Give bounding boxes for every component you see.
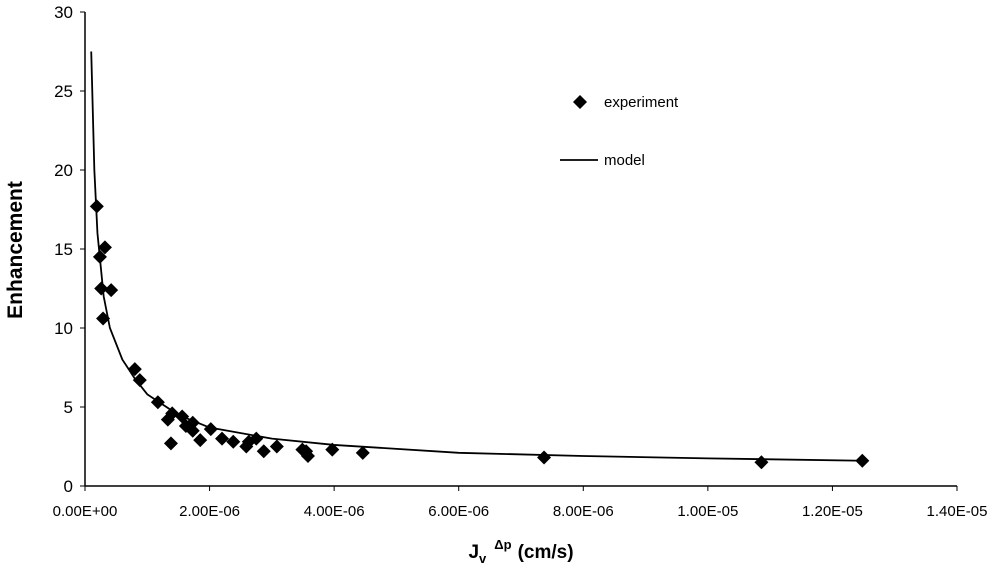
x-label-sup: Δp: [494, 537, 511, 552]
data-point: [203, 422, 218, 437]
x-tick-label: 1.00E-05: [677, 503, 738, 520]
x-label-unit: (cm/s): [518, 542, 574, 563]
data-point: [754, 455, 769, 470]
data-point: [97, 240, 112, 255]
data-point: [300, 448, 315, 463]
x-tick-label: 2.00E-06: [179, 503, 240, 520]
y-tick-label: 5: [64, 398, 73, 417]
x-tick-label: 6.00E-06: [428, 503, 489, 520]
data-point: [104, 283, 119, 298]
data-point: [269, 439, 284, 454]
y-tick-label: 25: [54, 82, 73, 101]
x-tick-label: 4.00E-06: [304, 503, 365, 520]
y-tick-label: 0: [64, 477, 73, 496]
legend-marker: [573, 95, 587, 109]
x-label-sub: v: [479, 551, 487, 566]
data-point: [185, 423, 200, 438]
data-point: [537, 450, 552, 465]
legend-label: model: [604, 152, 645, 169]
x-tick-label: 8.00E-06: [553, 503, 614, 520]
x-label-base: J: [468, 542, 479, 563]
data-point: [94, 281, 109, 296]
x-tick-label: 0.00E+00: [53, 503, 118, 520]
legend-label: experiment: [604, 94, 679, 111]
data-point: [193, 433, 208, 448]
y-tick-label: 10: [54, 319, 73, 338]
data-point: [355, 445, 370, 460]
x-tick-label: 1.20E-05: [802, 503, 863, 520]
y-tick-label: 20: [54, 161, 73, 180]
y-tick-label: 30: [54, 3, 73, 22]
data-point: [163, 436, 178, 451]
model-line: [90, 51, 864, 462]
data-point: [132, 373, 147, 388]
data-point: [256, 444, 271, 459]
data-point: [215, 431, 230, 446]
x-tick-label: 1.40E-05: [927, 503, 988, 520]
y-tick-label: 15: [54, 240, 73, 259]
data-point: [325, 442, 340, 457]
y-axis-label: Enhancement: [4, 181, 27, 319]
data-point: [226, 434, 241, 449]
data-point: [127, 362, 142, 377]
x-axis-label: Jv Δp (cm/s): [468, 537, 573, 566]
